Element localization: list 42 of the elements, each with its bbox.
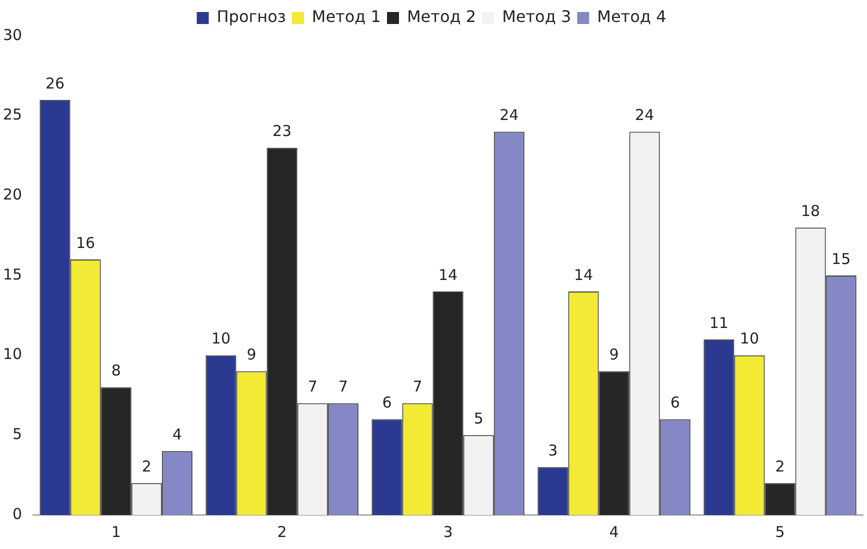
data-label: 16 (76, 234, 96, 252)
data-label: 2 (142, 457, 152, 476)
y-tick-label: 5 (12, 425, 22, 444)
data-label: 23 (272, 122, 292, 140)
data-label: 7 (338, 378, 348, 396)
data-label: 8 (111, 362, 121, 380)
data-label: 24 (500, 106, 519, 124)
data-label: 10 (740, 330, 760, 348)
x-tick-label: 2 (277, 522, 287, 541)
x-tick-label: 4 (609, 522, 619, 541)
y-tick-label: 15 (2, 265, 22, 284)
data-label: 15 (832, 250, 851, 268)
data-label: 14 (574, 266, 594, 284)
legend-label: Прогноз (216, 7, 286, 26)
data-label: 3 (548, 441, 558, 460)
x-tick-label: 1 (111, 522, 121, 541)
data-label: 7 (412, 378, 422, 396)
y-tick-label: 0 (12, 504, 22, 523)
legend-label: Метод 3 (502, 7, 572, 26)
data-label: 9 (609, 346, 619, 364)
data-label: 4 (172, 426, 182, 444)
legend-label: Метод 4 (597, 7, 666, 26)
data-label: 5 (474, 410, 484, 428)
x-tick-label: 3 (443, 522, 453, 541)
data-label: 9 (246, 346, 256, 364)
y-tick-label: 30 (2, 26, 22, 44)
y-tick-label: 25 (2, 106, 22, 124)
legend-label: Метод 2 (406, 7, 476, 26)
legend-label: Метод 1 (312, 7, 381, 26)
data-label: 2 (775, 457, 785, 476)
data-label: 6 (670, 394, 680, 412)
y-tick-label: 10 (2, 345, 22, 364)
data-label: 26 (45, 74, 65, 92)
x-tick-label: 5 (775, 522, 785, 541)
data-label: 14 (438, 266, 458, 284)
data-label: 11 (709, 314, 728, 332)
data-label: 10 (211, 330, 231, 348)
data-label: 24 (635, 106, 654, 124)
data-label: 7 (308, 378, 318, 396)
data-label: 6 (382, 394, 392, 412)
data-label: 18 (801, 202, 820, 220)
y-tick-label: 20 (2, 186, 22, 204)
